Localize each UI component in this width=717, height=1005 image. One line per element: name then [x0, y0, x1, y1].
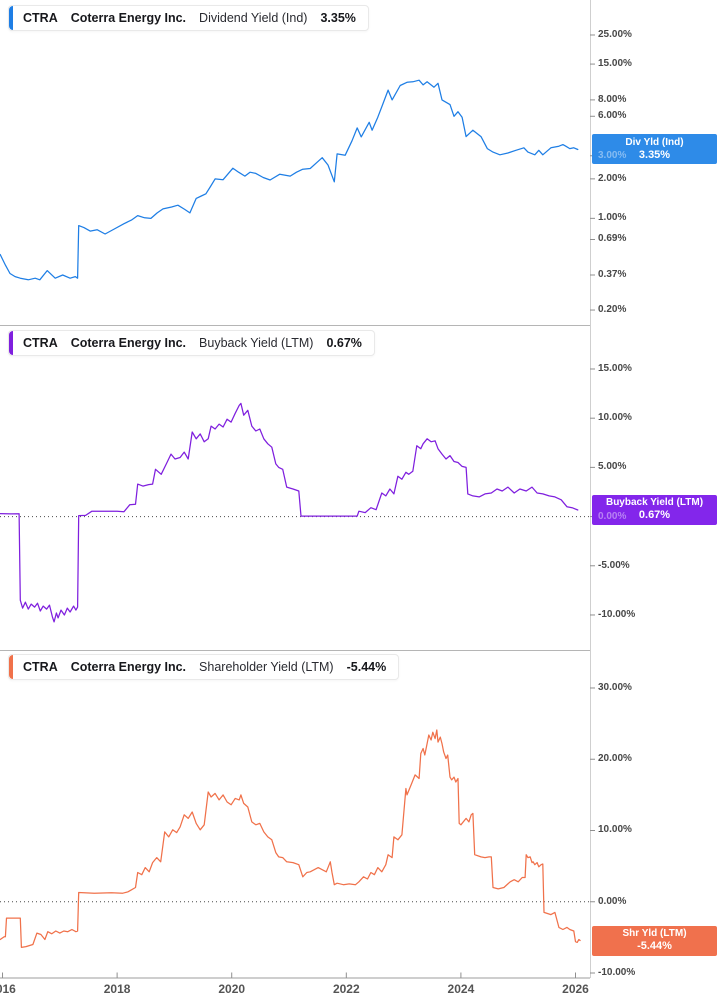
axis-badge-shareholder-yield[interactable]: Shr Yld (LTM) -5.44%	[592, 925, 717, 956]
y-tick-label: 0.69%	[598, 233, 627, 245]
chip-metric: Shareholder Yield (LTM)	[199, 660, 334, 674]
x-tick-label-2020: 2020	[218, 982, 246, 996]
chip-metric: Buyback Yield (LTM)	[199, 336, 314, 350]
x-tick-label-2024: 2024	[447, 982, 475, 996]
ghost-tick-label: 0.00%	[598, 510, 627, 522]
chip-metric: Dividend Yield (Ind)	[199, 11, 308, 25]
y-tick-label: 30.00%	[598, 681, 632, 693]
y-tick-label: 0.00%	[598, 895, 627, 907]
y-tick-label: 15.00%	[598, 362, 632, 374]
axis-badge-dividend-yield[interactable]: Div Yld (Ind) 3.35%	[592, 134, 717, 165]
ticker-chip-dividend-yield[interactable]: CTRA Coterra Energy Inc. Dividend Yield (I…	[8, 5, 369, 31]
chip-value: 3.35%	[320, 11, 356, 25]
y-tick-label: 10.00%	[598, 412, 632, 424]
chip-ticker: CTRA	[23, 336, 58, 350]
y-tick-label: -10.00%	[598, 608, 636, 620]
chip-company: Coterra Energy Inc.	[70, 11, 187, 25]
axis-badge-title: Buyback Yield (LTM)	[605, 497, 704, 509]
y-tick-label: 15.00%	[598, 58, 632, 70]
y-tick-label: 25.00%	[598, 28, 632, 40]
chip-ticker: CTRA	[23, 11, 58, 25]
x-tick-label-2016: 2016	[0, 982, 16, 996]
series-line-buyback-yield[interactable]	[0, 402, 579, 623]
chip-accent-bar	[9, 331, 13, 355]
y-tick-label: 8.00%	[598, 93, 627, 105]
y-tick-label: 2.00%	[598, 172, 627, 184]
chip-value: -5.44%	[346, 660, 387, 674]
x-tick-label-2026: 2026	[562, 982, 589, 996]
ticker-chip-buyback-yield[interactable]: CTRA Coterra Energy Inc. Buyback Yield (LT…	[8, 330, 375, 356]
axis-badge-value: 3.35%	[638, 148, 671, 161]
x-tick-label-2022: 2022	[332, 982, 360, 996]
series-line-shareholder-yield[interactable]	[0, 729, 581, 949]
chip-accent-bar	[9, 6, 13, 30]
series-line-dividend-yield[interactable]	[0, 79, 579, 281]
ghost-tick-label: 3.00%	[598, 149, 627, 161]
axis-badge-value: 0.67%	[638, 509, 671, 522]
axis-badge-title: Div Yld (Ind)	[625, 136, 684, 148]
y-tick-label: -10.00%	[598, 967, 636, 978]
y-tick-label: 0.20%	[598, 304, 627, 316]
axis-badge-buyback-yield[interactable]: Buyback Yield (LTM) 0.67%	[592, 494, 717, 525]
axis-badge-title: Shr Yld (LTM)	[622, 928, 687, 940]
y-tick-label: 10.00%	[598, 824, 632, 836]
y-tick-label: 5.00%	[598, 461, 627, 473]
y-tick-label: 1.00%	[598, 212, 627, 224]
y-tick-label: 0.37%	[598, 268, 627, 280]
chip-accent-bar	[9, 655, 13, 679]
y-tick-label: -5.00%	[598, 559, 630, 571]
y-tick-label: 20.00%	[598, 753, 632, 765]
chip-ticker: CTRA	[23, 660, 58, 674]
chip-company: Coterra Energy Inc.	[70, 660, 187, 674]
axis-badge-value: -5.44%	[637, 940, 672, 953]
chip-company: Coterra Energy Inc.	[70, 336, 187, 350]
x-tick-label-2018: 2018	[103, 982, 131, 996]
ticker-chip-shareholder-yield[interactable]: CTRA Coterra Energy Inc. Shareholder Yield…	[8, 654, 400, 680]
y-tick-label: 6.00%	[598, 110, 627, 122]
chip-value: 0.67%	[326, 336, 362, 350]
